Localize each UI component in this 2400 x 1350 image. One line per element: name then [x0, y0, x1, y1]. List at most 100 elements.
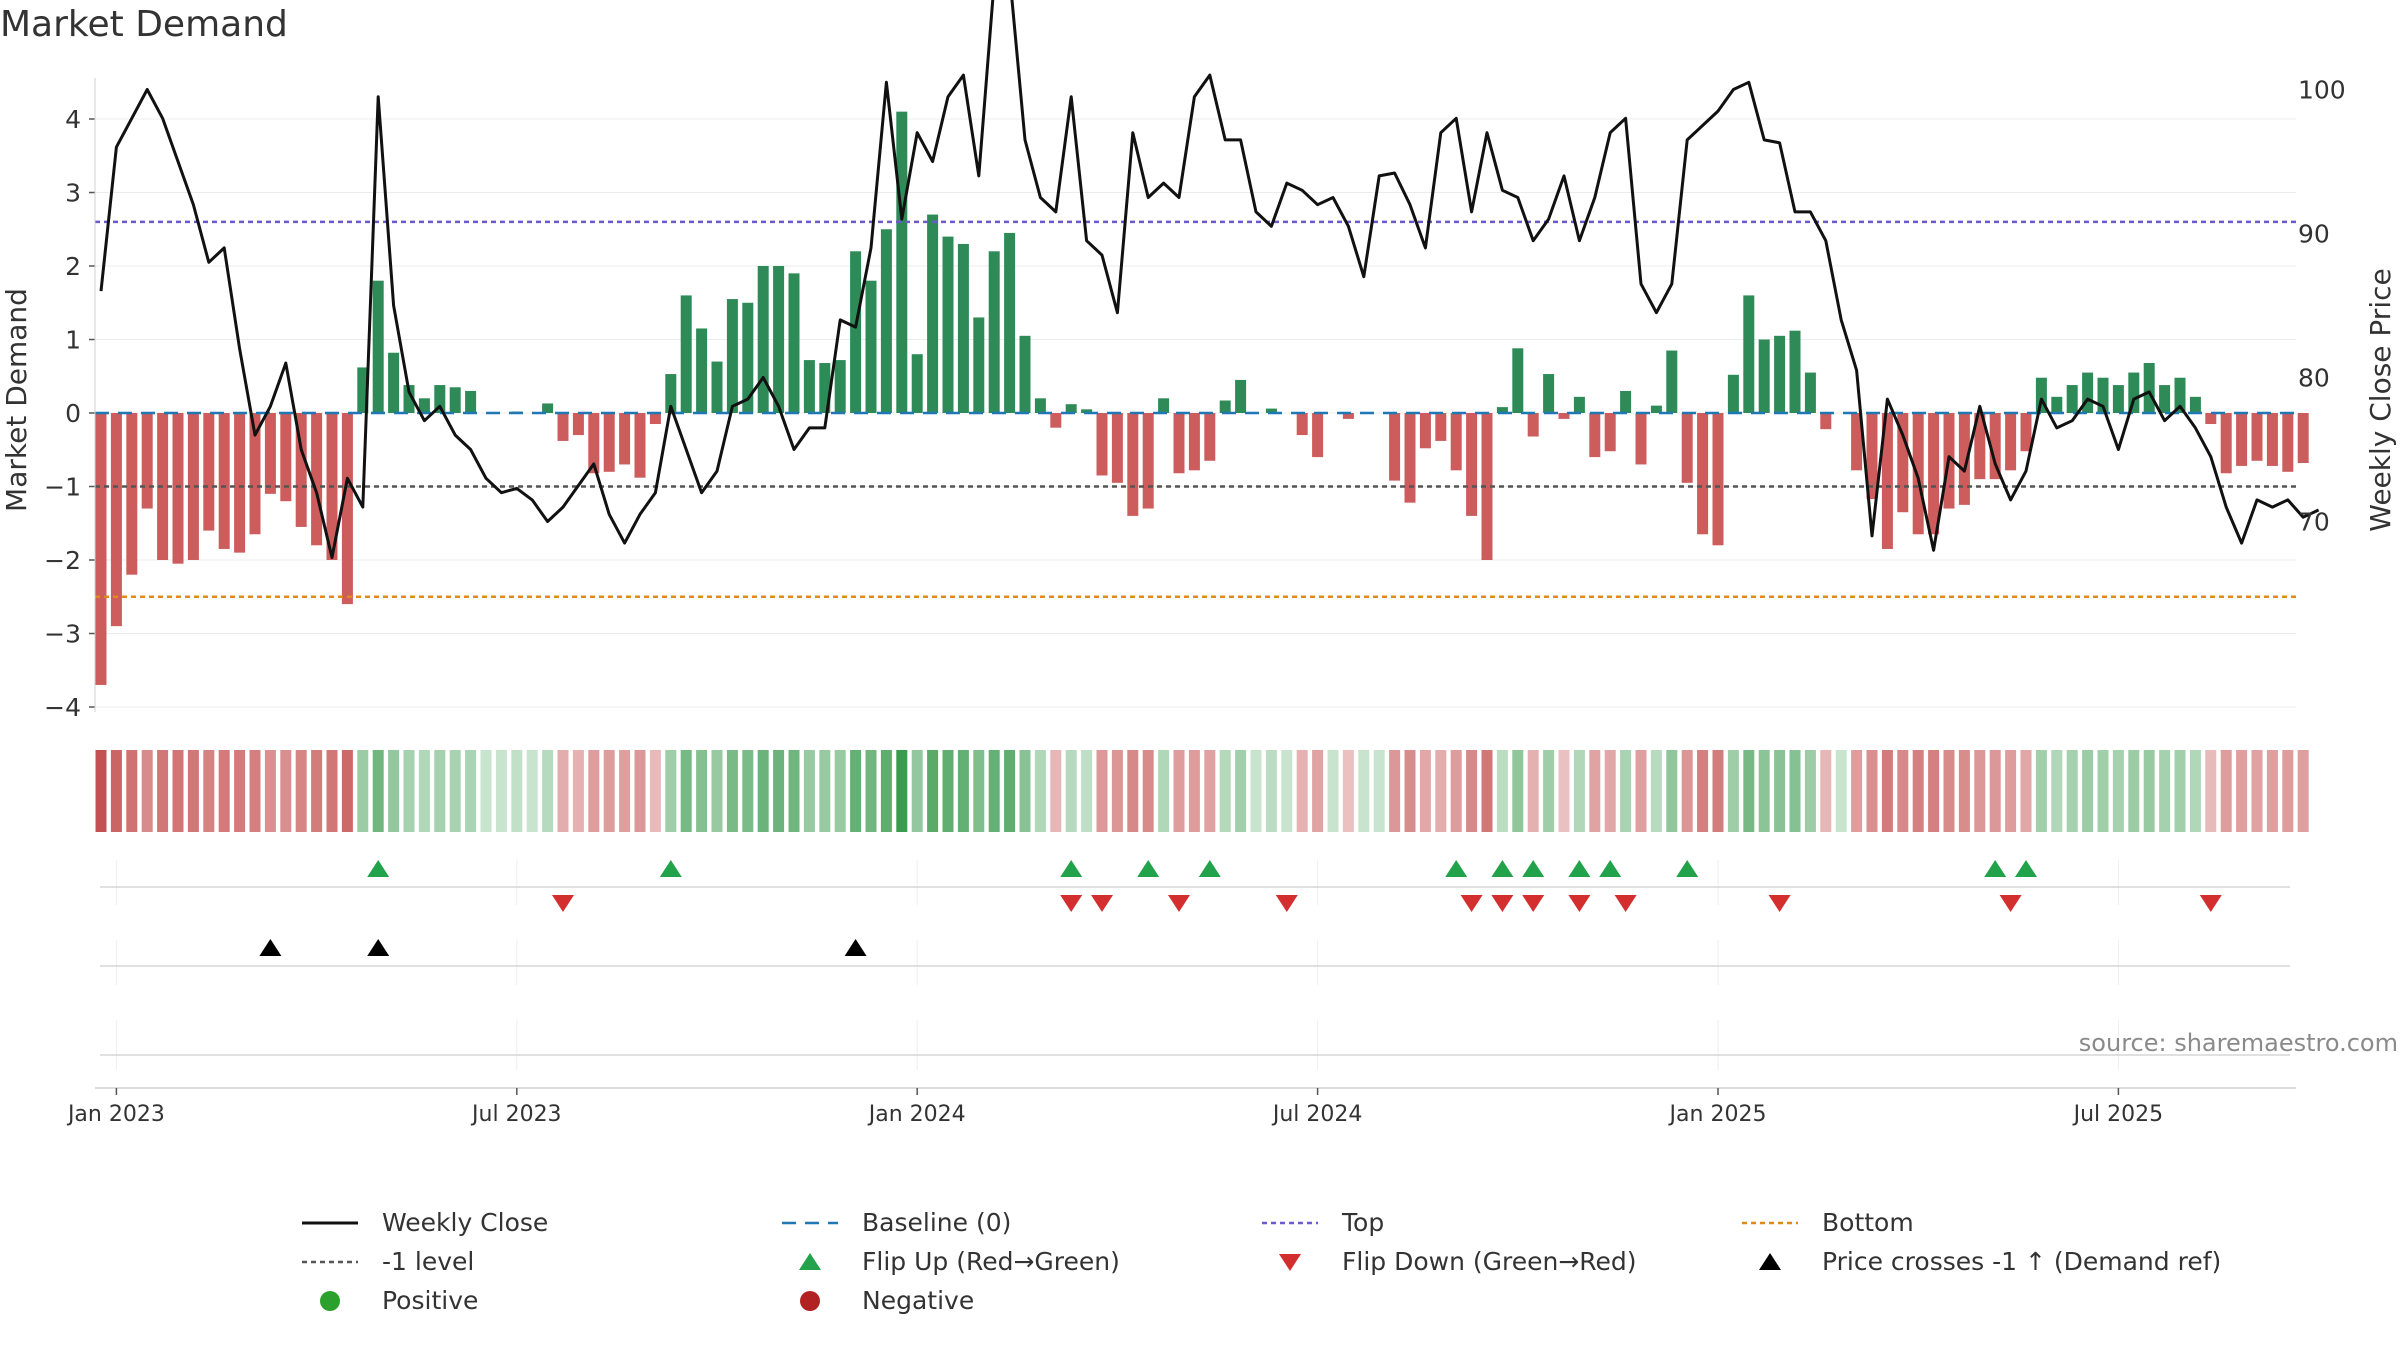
demand-bar	[1543, 374, 1555, 413]
x-tick-label: Jul 2024	[1271, 1102, 1363, 1127]
heat-strip-cell	[711, 750, 723, 832]
flip-down-marker	[1568, 895, 1591, 912]
legend-item-positive: Positive	[300, 1286, 478, 1315]
demand-bar	[696, 328, 708, 413]
heat-strip-cell	[1204, 750, 1216, 832]
demand-bar	[295, 413, 307, 527]
heat-strip-cell	[1389, 750, 1401, 832]
heat-strip-cell	[665, 750, 677, 832]
demand-bar	[1419, 413, 1431, 449]
demand-bar	[203, 413, 215, 531]
heat-strip-cell	[1743, 750, 1755, 832]
demand-bar	[1527, 413, 1539, 437]
demand-bar	[603, 413, 615, 472]
heat-strip-cell	[280, 750, 292, 832]
demand-bar	[2236, 413, 2248, 466]
demand-bar	[634, 413, 646, 478]
heat-strip-cell	[2066, 750, 2078, 832]
heat-strip-cell	[203, 750, 215, 832]
legend-symbol-positive	[300, 1289, 360, 1313]
demand-bar	[880, 229, 892, 413]
legend-item-minus1: -1 level	[300, 1247, 474, 1276]
demand-bar	[665, 374, 677, 413]
heat-strip-cell	[1820, 750, 1832, 832]
demand-bar	[2143, 363, 2155, 413]
demand-bar	[1804, 372, 1816, 413]
demand-bar	[1897, 413, 1909, 513]
demand-bar	[850, 251, 862, 413]
demand-bar	[126, 413, 138, 575]
flip-down-marker	[1614, 895, 1637, 912]
flip-up-marker	[1599, 860, 1622, 877]
demand-bar	[1589, 413, 1601, 458]
heat-strip-cell	[1096, 750, 1108, 832]
flip-down-marker	[2199, 895, 2222, 912]
legend-item-bottom: Bottom	[1740, 1208, 1914, 1237]
demand-bar	[388, 352, 400, 413]
demand-bar	[942, 236, 954, 413]
legend-symbol-flipup	[780, 1250, 840, 1274]
heat-strip-cell	[2251, 750, 2263, 832]
heat-strip-cell	[1327, 750, 1339, 832]
demand-bar	[1019, 335, 1031, 413]
weekly-close-line	[99, 0, 2320, 559]
heat-strip-cell	[95, 750, 107, 832]
demand-bar	[187, 413, 199, 560]
demand-bar	[973, 317, 985, 413]
heat-strip-cell	[1774, 750, 1786, 832]
demand-bar	[1342, 413, 1354, 419]
heat-strip-cell	[896, 750, 908, 832]
heat-strip-cell	[2220, 750, 2232, 832]
grid-lines	[95, 118, 2296, 1070]
demand-bar	[1727, 374, 1739, 413]
price-cross-marker	[259, 939, 282, 956]
heat-strip-cell	[141, 750, 153, 832]
heat-strip-cell	[1758, 750, 1770, 832]
flip-up-marker	[1568, 860, 1591, 877]
legend-item-flipup: Flip Up (Red→Green)	[780, 1247, 1120, 1276]
demand-bar	[449, 387, 461, 413]
demand-bar	[2005, 413, 2017, 471]
legend-label: Bottom	[1822, 1208, 1914, 1237]
heat-strip-cell	[1019, 750, 1031, 832]
demand-bar	[1404, 413, 1416, 503]
demand-bar	[2035, 377, 2047, 413]
demand-bar	[1173, 413, 1185, 474]
flip-down-marker	[1091, 895, 1113, 912]
heat-strip-cell	[1158, 750, 1170, 832]
y-axis-label-right: Weekly Close Price	[2364, 268, 2397, 531]
heat-strip-cell	[2082, 750, 2094, 832]
heat-strip-cell	[1281, 750, 1293, 832]
demand-bar	[2251, 413, 2263, 461]
heat-strip-cell	[1697, 750, 1709, 832]
y-tick-label-left: 0	[65, 399, 81, 428]
heat-strip-cell	[2189, 750, 2201, 832]
demand-bar	[1650, 405, 1662, 413]
flip-down-marker	[1999, 895, 2022, 912]
heat-strip-cell	[634, 750, 646, 832]
heat-strip-cell	[295, 750, 307, 832]
heat-strip-cell	[1065, 750, 1077, 832]
heat-strip-cell	[2005, 750, 2017, 832]
heat-strip-cell	[2051, 750, 2063, 832]
heat-strip-cell	[757, 750, 769, 832]
flip-up-marker	[1522, 860, 1545, 877]
y-tick-label-left: 4	[65, 105, 81, 134]
y-tick-label-right: 70	[2298, 508, 2330, 537]
chart-title: Market Demand	[0, 4, 288, 45]
demand-bar	[2020, 413, 2032, 452]
demand-bar	[2297, 413, 2309, 463]
legend: Weekly Close Baseline (0) Top Bottom -1 leve…	[300, 1208, 2250, 1328]
heat-strip-cell	[449, 750, 461, 832]
heat-strip-cell	[1342, 750, 1354, 832]
heat-strip-cell	[619, 750, 631, 832]
demand-bar	[2112, 385, 2124, 413]
legend-item-baseline: Baseline (0)	[780, 1208, 1011, 1237]
demand-bar	[1111, 413, 1123, 483]
heat-strip-cell	[680, 750, 692, 832]
demand-bar	[1450, 413, 1462, 471]
demand-bar	[1312, 413, 1324, 458]
heat-strip-cell	[1081, 750, 1093, 832]
demand-bar	[1389, 413, 1401, 481]
flip-up-marker	[659, 860, 682, 877]
